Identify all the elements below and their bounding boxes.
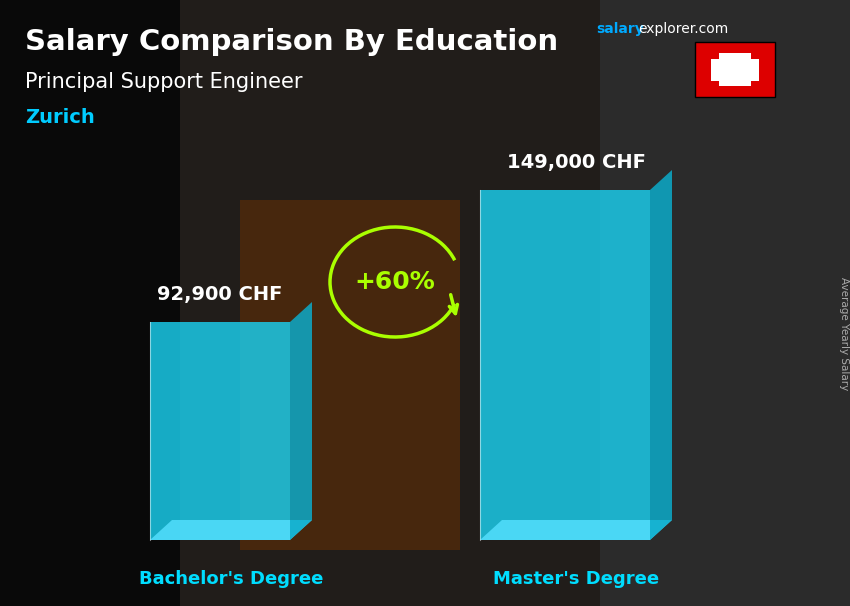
FancyBboxPatch shape <box>695 42 775 97</box>
Bar <box>240 200 460 550</box>
Text: Bachelor's Degree: Bachelor's Degree <box>139 570 323 588</box>
Polygon shape <box>150 322 290 540</box>
Bar <box>719 53 751 86</box>
Polygon shape <box>480 190 650 540</box>
Text: Master's Degree: Master's Degree <box>493 570 659 588</box>
Text: +60%: +60% <box>354 270 435 294</box>
Polygon shape <box>150 520 312 540</box>
Polygon shape <box>480 520 672 540</box>
Bar <box>711 59 759 81</box>
Bar <box>180 0 600 606</box>
Text: salary: salary <box>596 22 643 36</box>
Text: Principal Support Engineer: Principal Support Engineer <box>25 72 303 92</box>
Text: explorer.com: explorer.com <box>638 22 728 36</box>
Polygon shape <box>290 302 312 540</box>
Text: 149,000 CHF: 149,000 CHF <box>507 153 645 172</box>
Text: Zurich: Zurich <box>25 108 94 127</box>
Polygon shape <box>650 170 672 540</box>
Bar <box>600 0 850 606</box>
Text: 92,900 CHF: 92,900 CHF <box>157 285 283 304</box>
Text: Average Yearly Salary: Average Yearly Salary <box>839 277 849 390</box>
Text: Salary Comparison By Education: Salary Comparison By Education <box>25 28 558 56</box>
Bar <box>0 0 180 606</box>
